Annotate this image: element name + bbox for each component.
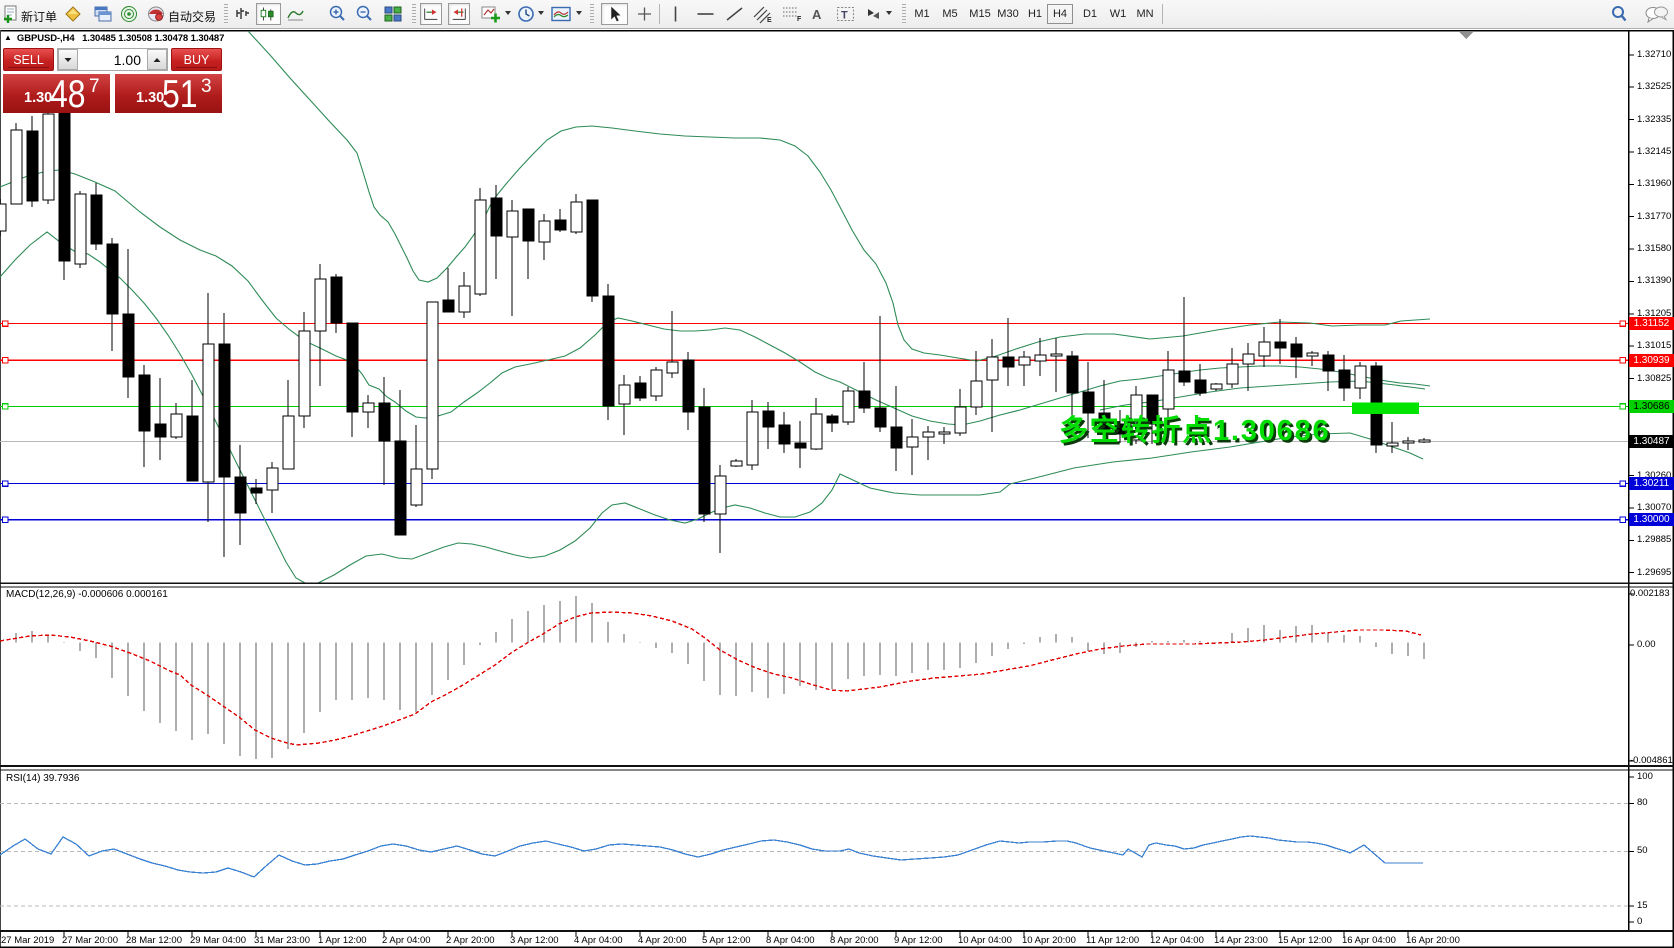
svg-text:T: T: [841, 10, 848, 22]
svg-text:A: A: [812, 7, 822, 22]
svg-text:E: E: [767, 17, 772, 24]
svg-text:F: F: [797, 16, 802, 23]
